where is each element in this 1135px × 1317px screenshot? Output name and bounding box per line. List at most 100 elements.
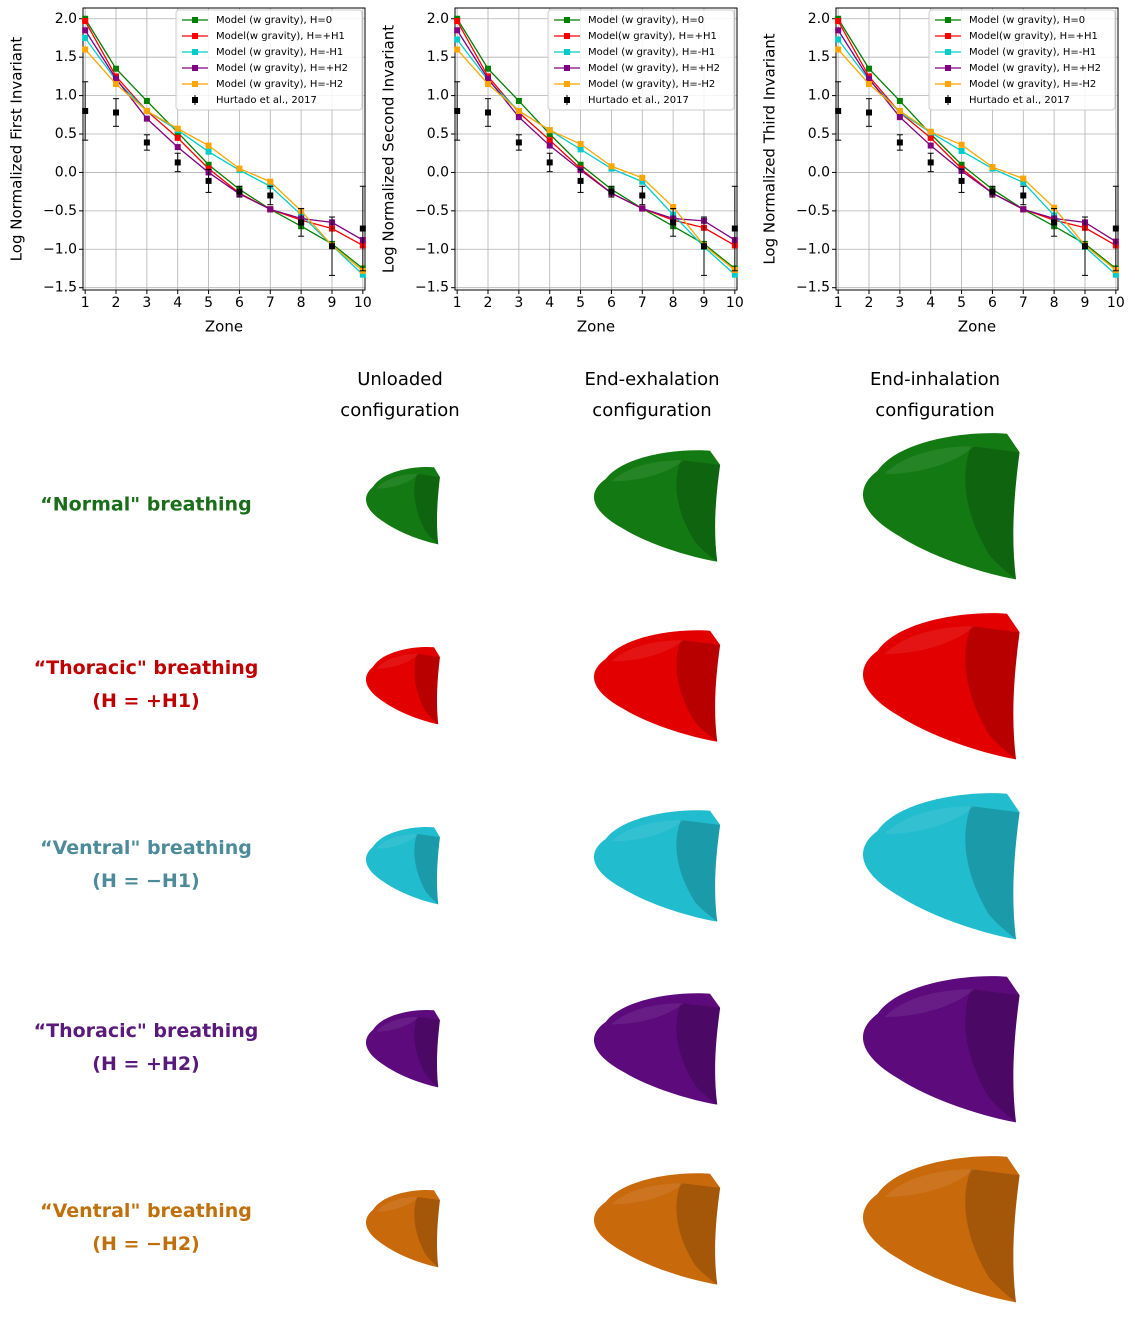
lung-shade [414, 473, 440, 545]
legend-swatch [192, 49, 198, 55]
series-line [84, 49, 364, 272]
data-point [1020, 206, 1027, 213]
plot-frame [454, 7, 738, 291]
lung-shade [676, 820, 721, 922]
legend-label: Hurtado et al., 2017 [588, 95, 689, 106]
lung-shade [965, 446, 1020, 580]
x-tick-label: 7 [638, 295, 647, 311]
data-point [143, 107, 150, 114]
x-tick-label: 3 [514, 295, 523, 311]
lung-highlight [611, 1183, 684, 1205]
x-tick-label: 5 [957, 295, 966, 311]
data-point [485, 75, 492, 82]
data-point [298, 219, 305, 226]
y-tick-label: 1.0 [808, 88, 830, 104]
data-point [82, 46, 89, 53]
lung-highlight [884, 446, 975, 474]
x-tick-label: 5 [576, 295, 585, 311]
legend-label: Hurtado et al., 2017 [216, 95, 317, 106]
data-point [835, 18, 842, 25]
legend-swatch [192, 17, 198, 23]
data-point [1051, 204, 1058, 211]
lung-shade [965, 806, 1020, 940]
data-point [1051, 219, 1058, 226]
series-line [837, 18, 1117, 269]
legend-swatch [564, 81, 570, 87]
legend-label: Model (w gravity), H=-H2 [969, 79, 1096, 90]
data-point [174, 159, 181, 166]
data-point [577, 141, 584, 148]
y-tick-label: −1.0 [415, 241, 449, 257]
legend-swatch [945, 49, 951, 55]
y-tick-label: −0.5 [415, 203, 449, 219]
series-line [837, 20, 1117, 246]
data-point [835, 27, 842, 34]
row-label: (H = +H1) [92, 690, 199, 712]
y-tick-label: 0.5 [55, 126, 77, 142]
y-tick-label: 0.0 [808, 164, 830, 180]
data-point [113, 109, 120, 116]
data-point [577, 161, 584, 168]
y-axis-label: Log Normalized Second Invariant [380, 25, 398, 273]
x-tick-label: 3 [142, 295, 151, 311]
y-tick-label: 1.5 [808, 49, 830, 65]
data-point [143, 139, 150, 146]
legend-label: Model(w gravity), H=+H1 [588, 31, 717, 42]
lung-highlight [884, 626, 975, 654]
lung-shade [676, 460, 721, 562]
data-point [82, 34, 89, 41]
data-point [454, 18, 461, 25]
legend-label: Model (w gravity), H=+H2 [969, 63, 1101, 74]
x-tick-label: 2 [865, 295, 874, 311]
data-point [546, 131, 553, 138]
lung-shape [365, 826, 440, 905]
lung-shade [414, 653, 440, 725]
lung-shade [965, 1169, 1020, 1303]
row-label: “Normal" breathing [40, 494, 251, 516]
x-tick-label: 6 [988, 295, 997, 311]
lung-highlight [376, 653, 419, 669]
data-point [267, 192, 274, 199]
series-line [456, 39, 736, 276]
data-point [927, 128, 934, 135]
x-tick-label: 8 [669, 295, 678, 311]
y-tick-label: −1.0 [43, 241, 77, 257]
column-header: End-inhalation [870, 369, 1000, 390]
lung-body [365, 1009, 440, 1088]
data-point [113, 81, 120, 88]
lung-shape [365, 466, 440, 545]
lung-highlight [884, 989, 975, 1017]
x-tick-label: 8 [297, 295, 306, 311]
data-point [82, 18, 89, 25]
legend-label: Model (w gravity), H=-H1 [588, 47, 715, 58]
row-label: (H = −H1) [92, 870, 199, 892]
data-point [958, 177, 965, 184]
legend-box [175, 9, 363, 111]
lung-body [365, 466, 440, 545]
data-point [113, 65, 120, 72]
data-point [896, 107, 903, 114]
data-point [639, 174, 646, 181]
data-point [639, 178, 646, 185]
data-point [515, 114, 522, 121]
series-line [84, 18, 364, 269]
series-line [837, 39, 1117, 276]
x-tick-label: 6 [235, 295, 244, 311]
legend-label: Model (w gravity), H=0 [969, 15, 1085, 26]
data-point [896, 97, 903, 104]
lung-shape [365, 1009, 440, 1088]
lung-body [593, 450, 721, 562]
legend-swatch [564, 33, 570, 39]
lung-shape [593, 810, 721, 922]
column-header: Unloaded [357, 369, 443, 390]
column-header: configuration [592, 400, 711, 421]
series-line [456, 49, 736, 271]
lung-shade [414, 833, 440, 905]
data-point [546, 127, 553, 134]
data-point [485, 109, 492, 116]
row-label: “Thoracic" breathing [34, 657, 259, 679]
lung-highlight [376, 1196, 419, 1212]
data-point [1081, 243, 1088, 250]
x-axis-label: Zone [577, 318, 615, 336]
lung-highlight [376, 473, 419, 489]
